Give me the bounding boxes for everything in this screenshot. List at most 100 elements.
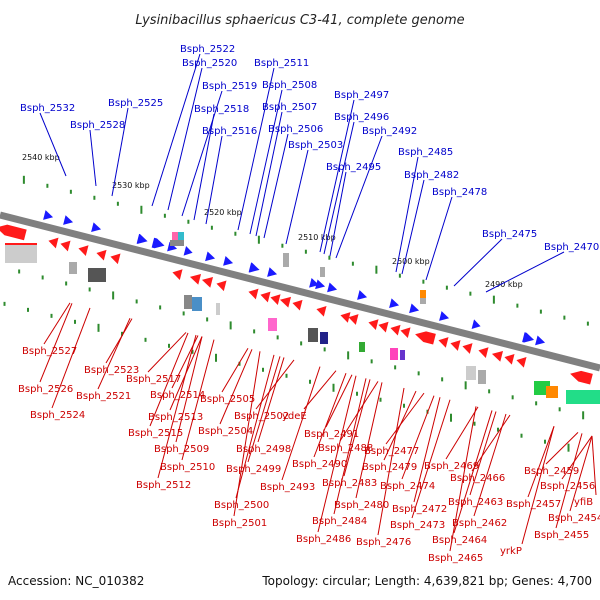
tick-mark <box>511 395 514 400</box>
gene-label: Bsph_2483 <box>322 478 377 489</box>
label-leader-line <box>157 334 197 479</box>
tick-mark <box>417 371 420 376</box>
feature-box <box>420 290 426 298</box>
label-leader-line <box>263 133 289 239</box>
tick-label: 2530 kbp <box>112 181 150 190</box>
tick-mark <box>445 285 448 290</box>
gene-label: Bsph_2469 <box>424 461 479 472</box>
gene-label: Bsph_2464 <box>432 535 487 546</box>
label-leader-line <box>181 339 215 461</box>
tick-mark <box>187 219 190 224</box>
label-leader-line <box>485 251 565 293</box>
tick-mark <box>309 379 312 384</box>
label-leader-line <box>555 433 583 529</box>
tick-mark <box>379 397 382 402</box>
gene-label: Bsph_2508 <box>262 80 317 91</box>
feature-box <box>69 262 77 274</box>
gene-label: Bsph_2490 <box>292 459 347 470</box>
forward-gene-arrow <box>535 335 546 346</box>
feature-box <box>216 303 220 315</box>
feature-box <box>170 240 184 246</box>
feature-box <box>420 298 426 304</box>
accession-text: Accession: NC_010382 <box>8 574 144 588</box>
tick-mark <box>88 287 91 292</box>
gene-label: Bsph_2532 <box>20 103 75 114</box>
reverse-gene-arrow <box>48 237 59 249</box>
gene-label: Bsph_2482 <box>404 170 459 181</box>
feature-box <box>172 232 180 240</box>
label-leader-line <box>255 111 283 237</box>
reverse-gene-arrow <box>110 253 121 265</box>
tick-mark <box>567 443 570 452</box>
label-leader-line <box>317 375 357 533</box>
gene-label: Bsph_2465 <box>428 553 483 564</box>
gene-label: Bsph_2524 <box>30 410 85 421</box>
gene-label: Bsph_2473 <box>390 520 445 531</box>
label-leader-line <box>355 382 383 499</box>
tick-label: 2500 kbp <box>392 257 430 266</box>
label-leader-line <box>471 414 511 472</box>
tick-mark <box>69 189 72 194</box>
label-leader-line <box>149 332 189 427</box>
reverse-gene-arrow <box>438 337 449 348</box>
tick-mark <box>121 331 124 336</box>
gene-label: Bsph_2513 <box>148 412 203 423</box>
forward-gene-arrow <box>522 332 535 343</box>
forward-gene-arrow <box>409 303 420 314</box>
tick-mark <box>191 349 194 354</box>
gene-label: Bsph_2511 <box>254 58 309 69</box>
tick-mark <box>535 401 538 406</box>
label-leader-line <box>333 378 367 515</box>
gene-features <box>0 210 593 385</box>
tick-mark <box>563 315 566 320</box>
label-leader-line <box>329 171 347 257</box>
reverse-gene-arrow <box>504 353 515 365</box>
gene-label: Bsph_2517 <box>126 374 181 385</box>
tick-mark <box>210 225 213 230</box>
gene-label: Bsph_2493 <box>260 482 315 493</box>
gene-label: Bsph_2454 <box>548 513 600 524</box>
tick-mark <box>304 249 307 254</box>
feature-box <box>283 253 289 267</box>
label-leader-line <box>257 357 285 443</box>
label-leader-line <box>591 435 597 496</box>
reverse-gene-arrow <box>378 321 389 333</box>
tick-mark <box>276 335 279 340</box>
gene-label: Bsph_2528 <box>70 120 125 131</box>
feature-box <box>478 370 486 384</box>
gene-label: Bsph_2502 <box>234 411 289 422</box>
label-leader-line <box>105 318 133 364</box>
tick-mark <box>97 323 100 332</box>
gene-label: ydeE <box>282 411 307 422</box>
gene-label: Bsph_2475 <box>482 229 537 240</box>
tick-mark <box>234 231 237 236</box>
tick-mark <box>41 275 44 280</box>
forward-gene-arrow <box>223 256 234 266</box>
reverse-gene-arrow <box>279 296 292 308</box>
label-leader-line <box>247 356 281 463</box>
reverse-gene-labels: Bsph_2527Bsph_2526Bsph_2524Bsph_2523Bsph… <box>18 346 600 564</box>
label-leader-line <box>97 317 131 390</box>
tick-mark <box>206 317 209 322</box>
reverse-gene-arrow <box>340 312 351 323</box>
gene-label: Bsph_2485 <box>398 147 453 158</box>
tick-mark <box>441 377 444 382</box>
tick-mark <box>3 301 6 306</box>
tick-mark <box>46 183 49 188</box>
label-leader-line <box>167 67 203 211</box>
gene-label: Bsph_2477 <box>364 446 419 457</box>
gene-label: Bsph_2459 <box>524 466 579 477</box>
tick-mark <box>74 319 77 324</box>
genome-summary-text: Topology: circular; Length: 4,639,821 bp… <box>261 574 592 588</box>
tick-mark <box>544 439 547 444</box>
backbone-line <box>0 211 600 372</box>
feature-box <box>546 386 558 398</box>
gene-label: Bsph_2495 <box>326 162 381 173</box>
feature-box <box>566 390 600 404</box>
forward-gene-arrow <box>167 241 178 252</box>
tick-mark <box>516 303 519 308</box>
label-leader-line <box>39 112 67 177</box>
tick-mark <box>497 427 500 432</box>
label-leader-line <box>411 399 451 519</box>
gene-label: Bsph_2472 <box>392 504 447 515</box>
